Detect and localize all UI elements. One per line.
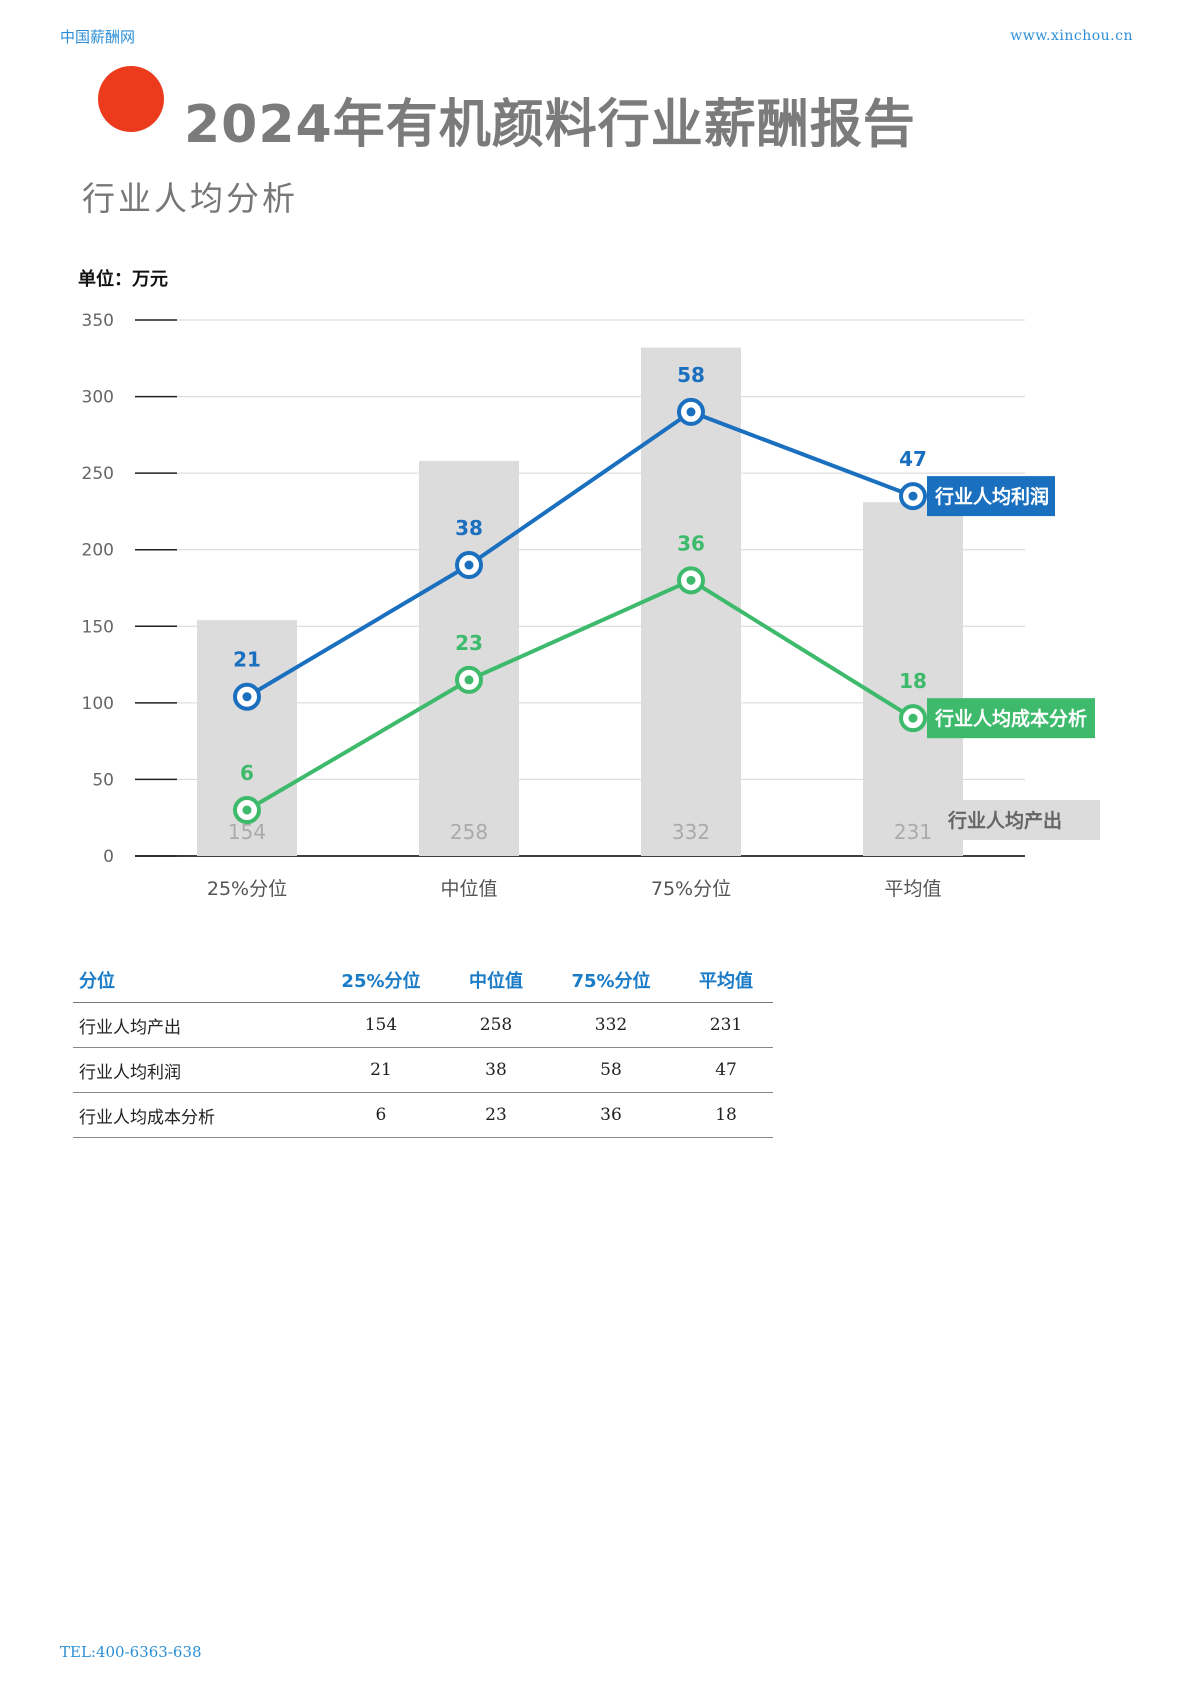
y-tick-label: 100 <box>82 694 114 714</box>
table-cell: 47 <box>679 1047 773 1093</box>
legend-box-cost <box>927 698 1095 739</box>
table-header-cell: 75%分位 <box>542 958 680 1003</box>
industry-chart: 0 50 100 150 200 250 300 350 154 258 332 231 行业人均产出… <box>82 311 1100 900</box>
point-value-label: 58 <box>677 363 705 387</box>
series-point-center <box>908 713 918 723</box>
point-value-label: 18 <box>899 669 927 693</box>
table-cell: 231 <box>679 1002 773 1048</box>
y-tick-label: 300 <box>82 388 114 408</box>
series-point-center <box>686 407 696 417</box>
table-header-cell: 分位 <box>73 958 313 1003</box>
line-layer <box>233 397 927 825</box>
series-line <box>245 409 914 699</box>
x-tick-label: 平均值 <box>884 878 941 900</box>
table-cell: 154 <box>312 1002 449 1048</box>
table-cell: 23 <box>449 1092 543 1138</box>
title-dot-icon <box>98 66 164 132</box>
table-cell: 行业人均利润 <box>73 1047 313 1093</box>
table-header-cell: 平均值 <box>679 958 773 1003</box>
point-value-label: 47 <box>899 447 927 471</box>
table-header-row: 分位 25%分位 中位值 75%分位 平均值 <box>73 958 773 1003</box>
bar <box>863 502 963 856</box>
bar-value-label: 231 <box>894 820 932 844</box>
table-cell: 258 <box>449 1002 543 1048</box>
y-tick-label: 50 <box>92 770 114 790</box>
series-point-center <box>464 675 474 685</box>
point-value-label: 36 <box>677 531 705 555</box>
legend-box-profit <box>927 476 1055 517</box>
table-header-cell: 中位值 <box>449 958 543 1003</box>
bar <box>419 460 519 856</box>
table-cell: 332 <box>542 1002 680 1048</box>
x-tick-label: 75%分位 <box>651 878 731 900</box>
data-table: 分位 25%分位 中位值 75%分位 平均值 行业人均产出 154 258 33… <box>73 958 773 1138</box>
legend-label-output: 行业人均产出 <box>947 809 1062 832</box>
series-point-center <box>908 491 918 501</box>
label-layer: 154 258 332 231 行业人均产出 25%分位 中位值 75%分位 平均值 21 38 58… <box>207 363 1100 900</box>
footer-tel: TEL:400-6363-638 <box>60 1643 202 1661</box>
y-tick-label: 200 <box>82 541 114 561</box>
table-header-cell: 25%分位 <box>312 958 449 1003</box>
point-value-label: 23 <box>455 631 483 655</box>
table-row: 行业人均利润 21 38 58 47 <box>73 1047 773 1093</box>
site-url[interactable]: www.xinchou.cn <box>1010 28 1133 44</box>
brand-name: 中国薪酬网 <box>60 28 136 46</box>
series-point-center <box>464 560 474 570</box>
series-point-center <box>242 692 252 702</box>
y-tick-label: 150 <box>82 617 114 637</box>
table-cell: 18 <box>679 1092 773 1138</box>
legend-box-output <box>940 800 1100 840</box>
series-line <box>245 578 915 812</box>
bar-value-label: 154 <box>228 820 266 844</box>
point-value-label: 6 <box>240 761 254 785</box>
table-cell: 行业人均产出 <box>73 1002 313 1048</box>
table-cell: 21 <box>312 1047 449 1093</box>
series-legend-label: 行业人均利润 <box>934 485 1049 508</box>
x-tick-label: 中位值 <box>440 878 497 900</box>
series-legend-label: 行业人均成本分析 <box>934 707 1087 730</box>
y-tick-label: 250 <box>82 464 114 484</box>
table-row: 行业人均产出 154 258 332 231 <box>73 1002 773 1048</box>
table-cell: 6 <box>312 1092 449 1138</box>
series-point-center <box>686 575 696 585</box>
point-value-label: 38 <box>455 516 483 540</box>
table-cell: 58 <box>542 1047 680 1093</box>
unit-label: 单位：万元 <box>78 269 168 290</box>
page-title: 2024年有机颜料行业薪酬报告 <box>184 95 916 155</box>
point-value-label: 21 <box>233 648 261 672</box>
table-cell: 36 <box>542 1092 680 1138</box>
series-point-center <box>242 805 252 815</box>
table-row: 行业人均成本分析 6 23 36 18 <box>73 1092 773 1138</box>
x-tick-label: 25%分位 <box>207 878 287 900</box>
table-cell: 38 <box>449 1047 543 1093</box>
section-title: 行业人均分析 <box>82 179 298 218</box>
bar-value-label: 332 <box>672 820 710 844</box>
y-tick-label: 350 <box>82 311 114 331</box>
table-cell: 行业人均成本分析 <box>73 1092 313 1138</box>
bar-value-label: 258 <box>450 820 488 844</box>
y-tick-label: 0 <box>103 847 114 867</box>
